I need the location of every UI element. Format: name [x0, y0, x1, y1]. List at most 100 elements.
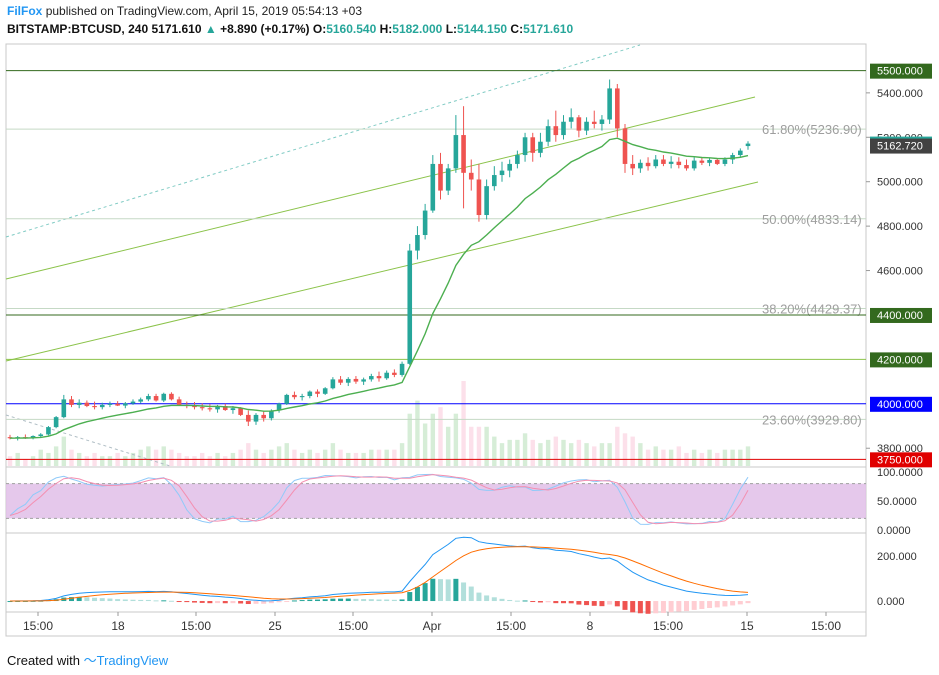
volume-bar: [707, 449, 712, 466]
volume-bar: [515, 439, 520, 466]
candle-body: [199, 407, 205, 409]
macd-histogram-bar: [376, 599, 382, 602]
candle-body: [376, 376, 382, 379]
macd-histogram-bar: [230, 601, 236, 604]
macd-line: [9, 536, 749, 602]
candle-body: [553, 126, 559, 136]
volume-bar: [269, 449, 274, 466]
macd-histogram-bar: [422, 583, 428, 602]
macd-histogram-bar: [491, 597, 497, 602]
candle-body: [276, 403, 282, 411]
volume-bar: [691, 449, 697, 466]
candle-body: [222, 406, 228, 411]
candle-body: [361, 379, 366, 382]
candle-body: [384, 372, 389, 379]
macd-histogram-bar: [576, 601, 582, 605]
macd-histogram-bar: [391, 599, 397, 602]
macd-histogram-bar: [699, 601, 705, 610]
candle-body: [69, 399, 74, 405]
time-tick-label: 25: [268, 619, 282, 633]
macd-histogram-bar: [691, 601, 697, 610]
last-price: 5171.610: [151, 22, 202, 36]
macd-histogram-bar: [438, 579, 443, 602]
candle-body: [453, 135, 459, 169]
macd-histogram-bar: [545, 601, 551, 603]
volume-bar: [584, 443, 589, 466]
volume-bar: [453, 413, 459, 466]
candle-body: [369, 376, 374, 380]
macd-histogram-bar: [299, 600, 305, 602]
candle-body: [461, 135, 466, 173]
candle-body: [407, 250, 413, 364]
volume-bar: [23, 459, 28, 466]
macd-histogram-bar: [99, 598, 105, 602]
volume-bar: [384, 449, 389, 466]
candle-body: [269, 410, 274, 419]
macd-histogram-bar: [115, 599, 121, 602]
candle-body: [299, 396, 305, 398]
ohlc-line: BITSTAMP:BTCUSD, 240 5171.610 ▲ +8.890 (…: [7, 22, 573, 36]
macd-histogram-bar: [607, 601, 613, 605]
macd-histogram-bar: [653, 601, 659, 614]
candle-body: [668, 161, 674, 164]
volume-bar: [576, 439, 582, 466]
symbol-label: BITSTAMP:BTCUSD, 240: [7, 22, 149, 36]
macd-histogram-bar: [676, 601, 682, 612]
macd-histogram-bar: [330, 598, 336, 602]
macd-histogram-bar: [307, 599, 313, 602]
candle-body: [430, 163, 436, 211]
price-label-text: 5162.720: [877, 141, 923, 153]
volume-bar: [507, 439, 512, 466]
candle-body: [561, 121, 566, 136]
volume-bar: [284, 443, 289, 466]
macd-histogram-bar: [553, 601, 559, 604]
candle-body: [399, 363, 405, 375]
volume-bar: [30, 456, 36, 466]
channel-upper-line: [5, 96, 756, 280]
macd-histogram-bar: [599, 601, 605, 607]
candle-body: [714, 159, 720, 164]
candle-body: [76, 402, 82, 405]
candle-body: [653, 159, 659, 167]
time-tick-label: 15:00: [811, 619, 841, 633]
author-name[interactable]: FilFox: [7, 4, 43, 18]
macd-histogram-bar: [622, 601, 628, 610]
volume-bar: [38, 449, 43, 466]
macd-histogram-bar: [92, 597, 98, 602]
candle-body: [92, 406, 97, 408]
candle-body: [99, 404, 105, 408]
volume-bar: [630, 436, 635, 466]
macd-histogram-bar: [514, 600, 520, 602]
macd-histogram-bar: [153, 600, 159, 602]
tradingview-brand[interactable]: TradingView: [96, 653, 169, 668]
macd-histogram-bar: [730, 601, 736, 606]
macd-histogram-bar: [291, 600, 297, 602]
low-value: 5144.150: [457, 22, 508, 36]
volume-bar: [499, 443, 505, 466]
candle-body: [176, 399, 182, 405]
price-label-text: 5500.000: [877, 66, 923, 78]
volume-bar: [246, 443, 251, 466]
candle-body: [246, 414, 251, 422]
stoch-tick-label: 100.0000: [877, 467, 923, 479]
price-tick-label: 4600.000: [877, 266, 923, 278]
volume-bar: [376, 449, 382, 466]
macd-tick-label: 0.000: [877, 596, 905, 608]
macd-histogram-bar: [591, 601, 597, 606]
price-label-text: 4000.000: [877, 399, 923, 411]
volume-bar: [422, 423, 428, 466]
volume-bar: [253, 449, 259, 466]
volume-bar: [607, 443, 612, 466]
macd-histogram-bar: [338, 598, 344, 602]
volume-bar: [207, 456, 213, 466]
macd-histogram-bar: [145, 599, 151, 602]
macd-histogram-bar: [222, 601, 228, 604]
macd-histogram-bar: [399, 599, 405, 602]
macd-tick-label: 200.000: [877, 551, 917, 563]
volume-bar: [561, 439, 566, 466]
low-label: L:: [445, 22, 458, 36]
time-tick-label: 15:00: [23, 619, 53, 633]
candle-body: [591, 121, 597, 124]
macd-histogram-bar: [184, 601, 190, 603]
